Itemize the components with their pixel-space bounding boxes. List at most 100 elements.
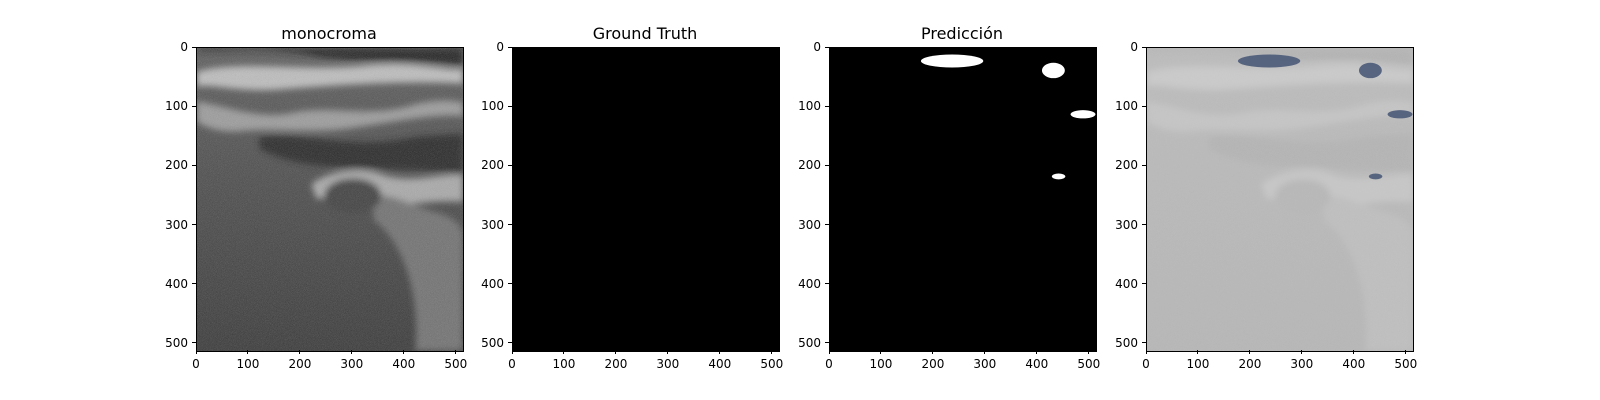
y-tick-mark	[192, 105, 196, 107]
x-tick-mark	[932, 350, 934, 354]
y-tick-mark	[1142, 342, 1146, 344]
y-tick-mark	[508, 105, 512, 107]
y-tick-label: 0	[496, 40, 504, 54]
x-tick-label: 100	[236, 357, 260, 371]
panel-title: Ground Truth	[592, 24, 698, 43]
y-tick-mark	[1142, 224, 1146, 226]
mask-region	[1368, 173, 1383, 180]
y-tick-label: 200	[1115, 158, 1138, 173]
x-tick-mark	[828, 350, 830, 354]
y-tick-label: 300	[1115, 217, 1138, 232]
mask-region	[920, 54, 984, 68]
x-tick-label: 200	[1238, 357, 1262, 371]
y-tick-mark	[508, 283, 512, 285]
y-tick-mark	[825, 342, 829, 344]
y-tick-label: 100	[1115, 99, 1138, 114]
y-tick-label: 500	[798, 335, 821, 350]
mask-region	[1358, 62, 1382, 79]
y-tick-mark	[825, 46, 829, 48]
y-tick-mark	[1142, 105, 1146, 107]
y-tick-mark	[508, 46, 512, 48]
x-tick-label: 300	[656, 357, 680, 371]
image-mask	[830, 48, 1096, 351]
x-tick-label: 300	[340, 357, 364, 371]
x-tick-label: 500	[1394, 357, 1418, 371]
image-axes	[1146, 47, 1414, 352]
x-tick-label: 0	[192, 357, 200, 371]
mask-region	[1051, 173, 1066, 180]
y-tick-label: 300	[481, 217, 504, 232]
x-tick-mark	[511, 350, 513, 354]
x-tick-mark	[299, 350, 301, 354]
x-tick-mark	[247, 350, 249, 354]
image-black	[513, 48, 779, 351]
x-tick-label: 200	[921, 357, 945, 371]
x-tick-mark	[1197, 350, 1199, 354]
y-tick-label: 400	[481, 276, 504, 291]
y-tick-mark	[192, 224, 196, 226]
y-tick-label: 300	[798, 217, 821, 232]
x-tick-label: 200	[604, 357, 628, 371]
y-tick-label: 100	[798, 99, 821, 114]
image-axes	[512, 47, 780, 352]
y-tick-label: 200	[481, 158, 504, 173]
x-tick-label: 500	[1077, 357, 1101, 371]
x-tick-mark	[719, 350, 721, 354]
x-tick-mark	[1301, 350, 1303, 354]
y-tick-label: 400	[165, 276, 188, 291]
x-tick-label: 300	[973, 357, 997, 371]
y-tick-mark	[192, 46, 196, 48]
y-tick-label: 0	[813, 40, 821, 54]
x-tick-mark	[1405, 350, 1407, 354]
image-overlay	[1147, 48, 1413, 351]
mask-region	[1237, 54, 1301, 68]
mask-region	[1041, 62, 1065, 79]
x-tick-mark	[880, 350, 882, 354]
x-tick-mark	[351, 350, 353, 354]
y-tick-label: 0	[180, 40, 188, 54]
y-tick-label: 300	[165, 217, 188, 232]
x-tick-label: 400	[1342, 357, 1366, 371]
y-tick-label: 0	[1130, 40, 1138, 54]
y-tick-label: 500	[481, 335, 504, 350]
x-tick-mark	[1088, 350, 1090, 354]
y-tick-mark	[1142, 46, 1146, 48]
x-tick-label: 400	[392, 357, 416, 371]
x-tick-mark	[984, 350, 986, 354]
y-tick-label: 500	[165, 335, 188, 350]
x-tick-mark	[403, 350, 405, 354]
x-tick-mark	[455, 350, 457, 354]
x-tick-label: 0	[508, 357, 516, 371]
x-tick-label: 300	[1290, 357, 1314, 371]
x-tick-mark	[195, 350, 197, 354]
y-tick-mark	[1142, 283, 1146, 285]
x-tick-label: 400	[1025, 357, 1049, 371]
x-tick-mark	[667, 350, 669, 354]
x-tick-label: 200	[288, 357, 312, 371]
y-tick-label: 100	[481, 99, 504, 114]
y-tick-mark	[508, 164, 512, 166]
x-tick-mark	[771, 350, 773, 354]
x-tick-mark	[563, 350, 565, 354]
x-tick-mark	[1249, 350, 1251, 354]
x-tick-mark	[1145, 350, 1147, 354]
mask-region	[1387, 110, 1413, 119]
y-tick-mark	[192, 342, 196, 344]
y-tick-mark	[825, 105, 829, 107]
mask-region	[1070, 110, 1096, 119]
y-tick-label: 400	[1115, 276, 1138, 291]
x-tick-label: 0	[1142, 357, 1150, 371]
y-tick-mark	[1142, 164, 1146, 166]
y-tick-mark	[508, 342, 512, 344]
y-tick-label: 100	[165, 99, 188, 114]
image-axes	[829, 47, 1097, 352]
image-axes	[196, 47, 464, 352]
x-tick-mark	[1353, 350, 1355, 354]
x-tick-mark	[1036, 350, 1038, 354]
image-ultrasound	[197, 48, 463, 351]
y-tick-mark	[192, 283, 196, 285]
x-tick-label: 0	[825, 357, 833, 371]
x-tick-mark	[615, 350, 617, 354]
y-tick-mark	[825, 283, 829, 285]
x-tick-label: 100	[552, 357, 576, 371]
